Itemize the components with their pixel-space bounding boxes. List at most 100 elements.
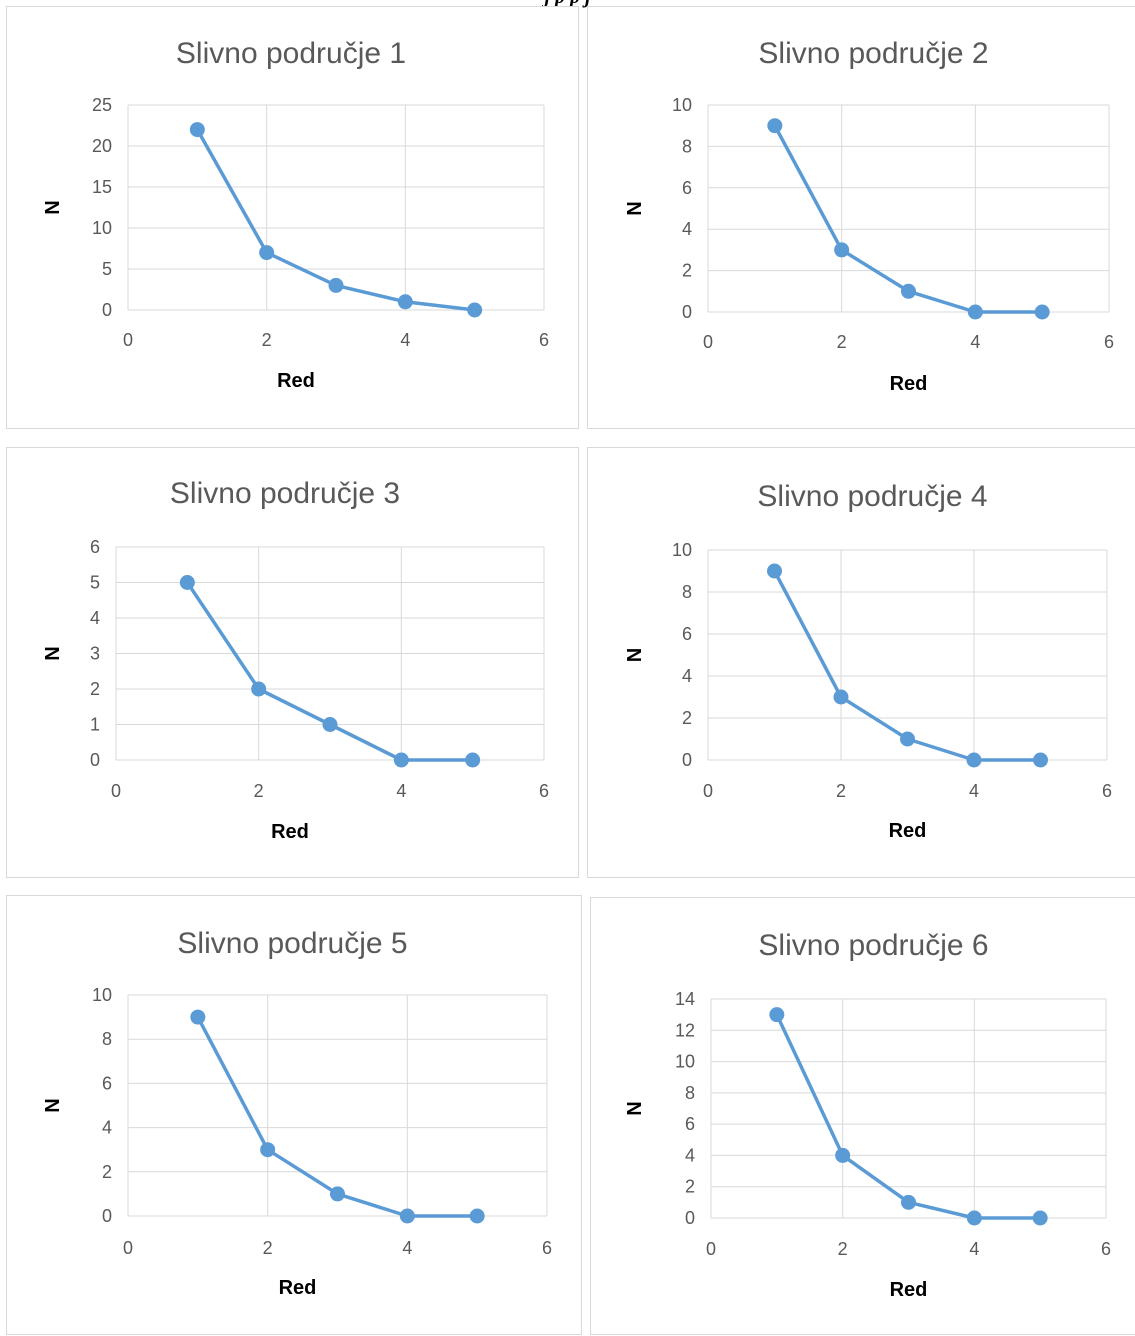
- data-point: [769, 1007, 785, 1023]
- x-axis-title: Red: [279, 1277, 317, 1299]
- y-tick-label: 4: [90, 608, 100, 628]
- chart-title: Slivno područje 3: [170, 477, 400, 510]
- x-tick-label: 6: [539, 330, 549, 350]
- data-point: [767, 563, 782, 579]
- x-tick-label: 0: [111, 781, 121, 801]
- data-point: [901, 1194, 916, 1210]
- x-axis-title: Red: [889, 820, 927, 842]
- data-point: [1034, 304, 1050, 320]
- x-tick-label: 0: [706, 1239, 716, 1259]
- y-tick-label: 0: [685, 1208, 695, 1228]
- data-point: [190, 1009, 206, 1025]
- chart-panel-6: Slivno područje 6 0 2 4 6 8 10 12 14 0 2 4 6 Red N: [590, 897, 1135, 1335]
- series-line: [196, 1016, 478, 1218]
- y-tick-label: 5: [90, 573, 100, 593]
- y-tick-label: 25: [92, 95, 112, 115]
- data-point: [966, 752, 982, 768]
- figure-caption-fragment: j p p j: [0, 0, 1135, 8]
- data-point: [967, 304, 983, 320]
- y-tick-label: 8: [685, 1083, 695, 1103]
- series-line: [185, 581, 473, 762]
- x-tick-label: 6: [1101, 1239, 1111, 1259]
- x-tick-label: 4: [396, 781, 406, 801]
- chart-svg: Slivno područje 1 0 5 10 15 20 25 0 2 4 6 Red N: [42, 37, 549, 392]
- chart-svg: Slivno područje 2 0 2 4 6 8 10 0 2 4 6 Red N: [624, 37, 1114, 395]
- y-tick-label: 4: [682, 666, 692, 686]
- chart-svg: Slivno područje 6 0 2 4 6 8 10 12 14 0 2 4 6 Red N: [624, 929, 1111, 1301]
- x-tick-label: 4: [402, 1238, 412, 1258]
- y-tick-label: 8: [682, 136, 692, 156]
- x-tick-label: 2: [837, 332, 847, 352]
- data-point: [901, 283, 916, 299]
- data-point: [1032, 1210, 1048, 1226]
- y-tick-label: 6: [682, 624, 692, 644]
- chart-svg: Slivno područje 5 0 2 4 6 8 10 0 2 4 6 Red N: [42, 927, 552, 1299]
- data-point: [1033, 752, 1048, 768]
- y-tick-label: 10: [92, 218, 112, 238]
- x-tick-label: 6: [542, 1238, 552, 1258]
- data-point: [835, 1147, 851, 1163]
- x-tick-label: 0: [703, 781, 713, 801]
- chart-title: Slivno područje 6: [758, 929, 988, 962]
- data-point: [966, 1210, 982, 1226]
- chart-panel-5: Slivno područje 5 0 2 4 6 8 10 0 2 4 6 Red N: [6, 895, 582, 1335]
- y-tick-label: 4: [102, 1118, 112, 1138]
- data-point: [393, 752, 409, 768]
- x-axis-title: Red: [890, 1279, 928, 1301]
- y-tick-label: 20: [92, 136, 112, 156]
- y-tick-label: 0: [102, 300, 112, 320]
- figure-caption-text: j p p j: [544, 0, 590, 8]
- x-tick-label: 2: [263, 1238, 273, 1258]
- y-tick-label: 2: [685, 1177, 695, 1197]
- y-tick-label: 6: [682, 178, 692, 198]
- data-point: [465, 752, 481, 768]
- data-point: [469, 1208, 485, 1224]
- y-tick-label: 2: [102, 1162, 112, 1182]
- y-axis-title: N: [624, 201, 646, 215]
- x-tick-label: 4: [969, 781, 979, 801]
- y-tick-label: 2: [682, 261, 692, 281]
- y-tick-label: 10: [672, 95, 692, 115]
- chart-title: Slivno područje 4: [757, 480, 987, 513]
- chart-title: Slivno područje 5: [177, 927, 407, 960]
- x-tick-label: 4: [970, 332, 980, 352]
- x-tick-label: 0: [123, 1238, 133, 1258]
- x-tick-label: 0: [123, 330, 133, 350]
- x-tick-label: 2: [838, 1239, 848, 1259]
- x-axis-title: Red: [890, 373, 928, 395]
- x-axis-title: Red: [277, 370, 315, 392]
- y-axis-title: N: [624, 1101, 646, 1115]
- chart-panel-1: Slivno područje 1 0 5 10 15 20 25 0 2 4 6 Red N: [6, 6, 579, 429]
- y-tick-label: 15: [92, 177, 112, 197]
- x-tick-label: 2: [836, 781, 846, 801]
- y-tick-label: 0: [682, 302, 692, 322]
- y-tick-label: 5: [102, 259, 112, 279]
- y-tick-label: 2: [90, 679, 100, 699]
- x-axis-title: Red: [271, 821, 309, 843]
- chart-svg: Slivno područje 4 0 2 4 6 8 10 0 2 4 6 Red N: [624, 480, 1112, 842]
- series-line: [775, 1013, 1041, 1220]
- y-axis-title: N: [42, 1098, 64, 1112]
- data-point: [767, 118, 783, 134]
- data-point: [259, 245, 275, 261]
- chart-panel-2: Slivno područje 2 0 2 4 6 8 10 0 2 4 6 Red N: [587, 6, 1135, 429]
- y-axis-title: N: [624, 648, 646, 662]
- y-tick-label: 0: [682, 750, 692, 770]
- data-point: [251, 681, 267, 697]
- y-tick-label: 0: [90, 750, 100, 770]
- chart-title: Slivno područje 1: [176, 37, 406, 70]
- y-axis-title: N: [42, 200, 64, 214]
- y-tick-label: 2: [682, 708, 692, 728]
- data-point: [260, 1142, 276, 1158]
- y-tick-label: 6: [90, 537, 100, 557]
- y-tick-label: 1: [90, 715, 100, 735]
- chart-svg: Slivno područje 3 0 1 2 3 4 5 6 0 2 4 6 Red N: [42, 477, 549, 843]
- chart-panel-3: Slivno područje 3 0 1 2 3 4 5 6 0 2 4 6 Red N: [6, 447, 579, 878]
- x-tick-label: 2: [262, 330, 272, 350]
- data-point: [397, 294, 413, 310]
- chart-panel-4: Slivno područje 4 0 2 4 6 8 10 0 2 4 6 Red N: [587, 447, 1135, 878]
- data-point: [399, 1208, 415, 1224]
- y-tick-label: 6: [102, 1073, 112, 1093]
- y-tick-label: 10: [675, 1052, 695, 1072]
- y-tick-label: 4: [685, 1145, 695, 1165]
